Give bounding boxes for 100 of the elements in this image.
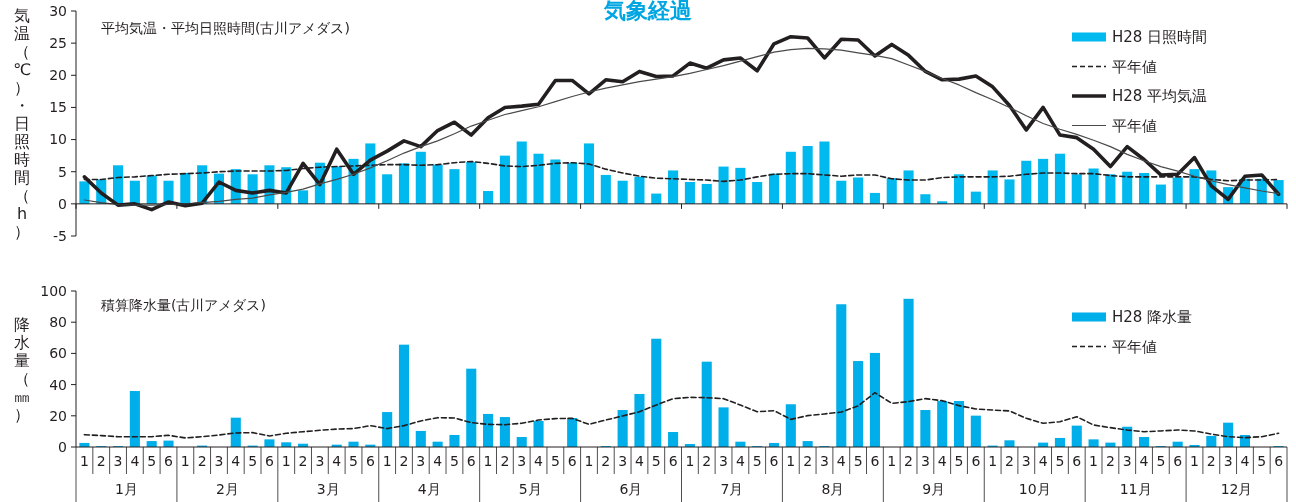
text: 8月 bbox=[821, 481, 845, 497]
x-tick-label: 6 bbox=[365, 453, 375, 469]
text: 4月 bbox=[417, 481, 441, 497]
x-tick-label: 2 bbox=[803, 453, 813, 469]
x-tick-label: 1 bbox=[382, 453, 392, 469]
chart-title: 気象経過 bbox=[603, 0, 692, 23]
x-tick-label: 5 bbox=[1257, 453, 1267, 469]
y-tick-label: 40 bbox=[49, 376, 67, 393]
y-tick-label: 30 bbox=[49, 2, 67, 19]
x-tick-label: 4 bbox=[735, 453, 745, 469]
x-tick-label: 1 bbox=[988, 453, 998, 469]
x-tick-label: 4 bbox=[1139, 453, 1149, 469]
x-tick-label: 5 bbox=[1156, 453, 1166, 469]
x-tick-label: 6 bbox=[668, 453, 678, 469]
x-tick-label: 6 bbox=[1072, 453, 1082, 469]
x-tick-label: 4 bbox=[332, 453, 342, 469]
text: 9月 bbox=[922, 481, 946, 497]
x-tick-label: 3 bbox=[618, 453, 628, 469]
legend-label: H28 降水量 bbox=[1112, 308, 1193, 327]
x-tick-label: 1 bbox=[483, 453, 493, 469]
y-tick-label: 15 bbox=[49, 99, 67, 116]
text: 5月 bbox=[518, 481, 542, 497]
x-tick-label: 4 bbox=[231, 453, 241, 469]
x-tick-label: 3 bbox=[1122, 453, 1132, 469]
x-tick-label: 6 bbox=[769, 453, 779, 469]
legend-label: H28 日照時間 bbox=[1112, 28, 1208, 47]
x-tick-label: 5 bbox=[651, 453, 661, 469]
x-tick-label: 3 bbox=[920, 453, 930, 469]
x-tick-label: 5 bbox=[449, 453, 459, 469]
y-tick-label: 0 bbox=[58, 195, 67, 212]
y-tick-label: 100 bbox=[40, 282, 67, 299]
x-tick-label: 6 bbox=[164, 453, 174, 469]
x-tick-label: 2 bbox=[1206, 453, 1216, 469]
x-tick-label: 4 bbox=[937, 453, 947, 469]
x-tick-label: 2 bbox=[702, 453, 712, 469]
x-tick-label: 3 bbox=[315, 453, 325, 469]
text: 11月 bbox=[1119, 481, 1152, 497]
y-tick-label: 60 bbox=[49, 345, 67, 362]
y-tick-label: 25 bbox=[49, 35, 67, 52]
x-tick-label: 2 bbox=[1105, 453, 1115, 469]
x-tick-label: 3 bbox=[214, 453, 224, 469]
x-tick-label: 2 bbox=[1005, 453, 1014, 469]
y-tick-label: 80 bbox=[49, 314, 67, 331]
x-tick-label: 5 bbox=[954, 453, 964, 469]
x-tick-label: 5 bbox=[248, 453, 258, 469]
text: 10月 bbox=[1018, 481, 1051, 497]
x-tick-label: 1 bbox=[180, 453, 190, 469]
text: 3月 bbox=[316, 481, 340, 497]
text: 1月 bbox=[115, 481, 138, 497]
legend-label: 平年値 bbox=[1112, 116, 1157, 135]
x-tick-label: 1 bbox=[79, 453, 89, 469]
x-tick-label: 2 bbox=[904, 453, 914, 469]
y-tick-label: -5 bbox=[53, 227, 67, 244]
y-tick-label: 10 bbox=[49, 131, 67, 148]
x-tick-label: 6 bbox=[264, 453, 274, 469]
text: 気温（℃）・日照時間（h） bbox=[13, 6, 31, 242]
y-tick-label: 20 bbox=[49, 407, 67, 424]
x-tick-label: 1 bbox=[1190, 453, 1199, 469]
x-tick-label: 5 bbox=[853, 453, 863, 469]
y-tick-label: 20 bbox=[49, 67, 67, 84]
text: 平均気温・平均日照時間(古川アメダス) bbox=[101, 20, 350, 36]
x-tick-label: 1 bbox=[584, 453, 594, 469]
x-tick-label: 2 bbox=[96, 453, 106, 469]
x-tick-label: 6 bbox=[971, 453, 981, 469]
text: 7月 bbox=[720, 481, 744, 497]
x-tick-label: 4 bbox=[130, 453, 140, 469]
y-tick-label: 5 bbox=[58, 163, 67, 180]
x-tick-label: 3 bbox=[416, 453, 426, 469]
x-tick-label: 5 bbox=[349, 453, 358, 469]
x-tick-label: 3 bbox=[820, 453, 829, 469]
x-tick-label: 2 bbox=[399, 453, 409, 469]
x-tick-label: 5 bbox=[147, 453, 157, 469]
x-tick-label: 5 bbox=[752, 453, 762, 469]
x-tick-label: 4 bbox=[836, 453, 846, 469]
legend-label: H28 平均気温 bbox=[1112, 87, 1208, 106]
x-tick-label: 1 bbox=[685, 453, 695, 469]
text: 2月 bbox=[215, 481, 239, 497]
x-tick-label: 6 bbox=[1173, 453, 1183, 469]
x-tick-label: 3 bbox=[517, 453, 527, 469]
x-tick-label: 4 bbox=[534, 453, 544, 469]
chart-subtitle: 積算降水量(古川アメダス) bbox=[101, 297, 266, 313]
x-tick-label: 3 bbox=[719, 453, 729, 469]
y-axis-title: 降水量（㎜） bbox=[14, 314, 30, 424]
x-tick-label: 6 bbox=[1274, 453, 1284, 469]
text: 6月 bbox=[619, 481, 643, 497]
x-tick-label: 6 bbox=[567, 453, 577, 469]
x-tick-label: 6 bbox=[466, 453, 476, 469]
x-tick-label: 4 bbox=[433, 453, 443, 469]
y-tick-label: 0 bbox=[58, 438, 67, 455]
x-tick-label: 2 bbox=[298, 453, 308, 469]
legend-label: 平年値 bbox=[1112, 337, 1157, 356]
x-tick-label: 1 bbox=[281, 453, 291, 469]
legend-label: 平年値 bbox=[1112, 57, 1157, 76]
x-tick-label: 4 bbox=[1038, 453, 1048, 469]
x-tick-label: 4 bbox=[634, 453, 644, 469]
x-tick-label: 1 bbox=[786, 453, 796, 469]
x-tick-label: 1 bbox=[887, 453, 897, 469]
x-tick-label: 4 bbox=[1240, 453, 1250, 469]
x-tick-label: 3 bbox=[1223, 453, 1233, 469]
x-tick-label: 5 bbox=[550, 453, 560, 469]
